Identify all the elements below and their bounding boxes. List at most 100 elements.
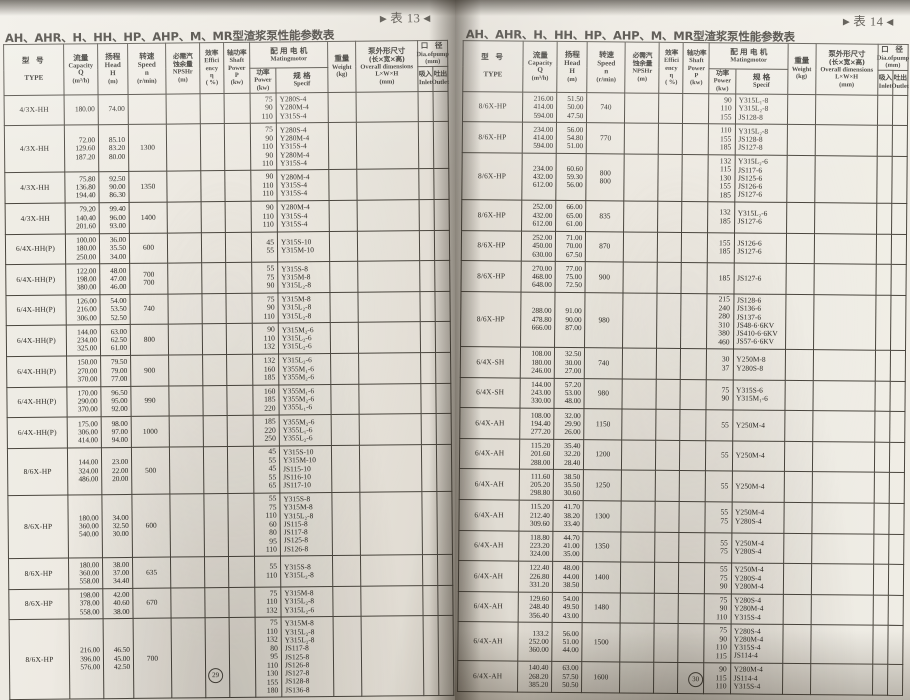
table-row[interactable]: 4/3X-HH 180.00 74.00 75 90 110 Y280S-4 Y280M-4 Y… <box>4 91 449 127</box>
cell-efficiency <box>203 493 229 557</box>
left-table-label: ▶ 表 13 ◀ <box>379 11 431 26</box>
cell-speed: 700 700 <box>129 263 168 295</box>
table-row[interactable]: 6/4X-SH 144.00 243.00 330.00 57.20 53.00 48.00… <box>459 377 906 412</box>
table-row[interactable]: 6/4X-HH(P) 170.00 290.00 370.00 96.50 95.00 92… <box>6 382 452 418</box>
th-npshr: 必需汽 蚀余量 NPSHr (m) <box>625 41 660 94</box>
table-row[interactable]: 4/3X-HH 79.20 140.40 201.60 99.40 96.00 93.00 1… <box>5 199 450 235</box>
table-row[interactable]: 6/4X-AH 111.60 205.20 298.80 38.50 35.50 30.60… <box>459 468 905 504</box>
cell-head: 98.00 97.00 94.00 <box>101 416 132 448</box>
cell-shaft-power <box>227 445 254 494</box>
cell-head: 63.00 62.50 61.00 <box>100 324 131 356</box>
table-row[interactable]: 6/4X-HH(P) 126.00 216.00 306.00 54.00 53.50 52… <box>5 291 451 326</box>
cell-speed: 740 <box>586 92 626 124</box>
cell-speed: 1350 <box>582 531 622 563</box>
cell-head: 48.00 44.00 38.50 <box>552 561 583 593</box>
cell-motor-power: 90 110 110 <box>250 170 278 202</box>
cell-shaft-power <box>227 415 254 447</box>
table-row[interactable]: 6/4X-AH 118.80 223.20 324.00 44.70 41.00 35.00… <box>458 530 904 565</box>
cell-outlet <box>888 503 905 534</box>
cell-inlet <box>875 350 891 381</box>
table-row[interactable]: 8/6X-HP 252.00 432.00 612.00 66.00 65.00 61.00… <box>461 199 907 235</box>
cell-inlet <box>421 444 437 492</box>
cell-dimensions <box>357 260 420 293</box>
cell-shaft-power <box>679 531 706 563</box>
table-row[interactable]: 6/4X-HH(P) 144.00 234.00 325.00 63.00 62.50 61… <box>6 321 451 357</box>
th-overall-dimensions: 泵外形尺寸 (长×宽×高) Overall dimensions L×W×H (… <box>815 43 879 95</box>
cell-motor-power: 90 110 110 <box>251 201 278 232</box>
table-row[interactable]: 8/6X-HP 270.00 468.00 648.00 77.00 75.00 72.50… <box>461 260 907 296</box>
cell-motor-spec: Y315L₂-6 Y355M₁-6 Y355M₂-6 <box>278 353 331 385</box>
cell-weight <box>787 94 816 126</box>
table-row[interactable]: 6/4X-AH 115.20 212.40 309.60 41.70 38.20 33.40… <box>458 499 905 534</box>
cell-inlet <box>873 564 889 596</box>
cell-weight <box>332 585 362 617</box>
table-row[interactable]: 8/6X-HP 198.00 378.00 558.00 42.00 40.60 38.00… <box>8 585 454 620</box>
table-row[interactable]: 4/3X-HH 72.00 129.60 187.20 85.10 83.20 80.00 1… <box>4 121 449 174</box>
cell-speed: 990 <box>130 385 170 417</box>
cell-speed <box>128 93 167 125</box>
cell-shaft-power <box>225 293 253 324</box>
cell-npshr <box>166 171 202 203</box>
th-capacity: 流量 Capacity Q (m³/h) <box>522 41 558 93</box>
cell-head: 35.40 32.20 28.40 <box>553 439 584 470</box>
table-row[interactable]: 8/6X-HP 216.00 414.00 594.00 51.50 50.00 47.50… <box>462 91 908 126</box>
table-row[interactable]: 4/3X-HH 75.80 136.80 194.40 92.50 90.00 86.30 1… <box>4 168 450 204</box>
cell-npshr <box>167 201 202 233</box>
table-row[interactable]: 6/4X-HH(P) 122.00 198.00 380.00 48.00 47.00 46… <box>5 260 450 296</box>
cell-motor-power: 215 240 280 310 380 460 <box>706 293 734 349</box>
cell-capacity: 198.00 378.00 558.00 <box>68 588 104 620</box>
table-row[interactable]: 8/6X-HP 180.00 360.00 558.00 38.00 37.00 34.40… <box>8 554 453 590</box>
cell-shaft-power <box>224 93 251 124</box>
cell-shaft-power <box>225 262 252 294</box>
cell-capacity: 144.00 234.00 325.00 <box>66 325 101 356</box>
cell-head: 38.00 37.00 34.40 <box>102 557 133 589</box>
cell-dimensions <box>813 233 877 265</box>
table-row[interactable]: 6/4X-SH 108.00 180.00 246.00 32.50 30.00 27.00… <box>460 346 906 381</box>
cell-npshr <box>167 262 202 294</box>
right-table-header: 型 号 TYPE 流量 Capacity Q (m³/h) 扬程 Head H … <box>462 40 909 96</box>
cell-type: 6/4X-HH(P) <box>6 355 67 388</box>
cell-weight <box>782 663 811 695</box>
table-row[interactable]: 8/6X-HP 144.00 324.00 486.00 23.00 22.00 20.00… <box>7 444 452 496</box>
cell-motor-power: 155 185 <box>707 232 735 264</box>
cell-outlet <box>891 156 908 204</box>
table-row[interactable]: 8/6X-HP 234.00 414.00 594.00 56.00 54.80 51.00… <box>462 121 908 157</box>
table-row[interactable]: 6/4X-AH 115.20 201.60 288.00 35.40 32.20 28.40… <box>459 438 905 473</box>
cell-npshr <box>166 93 201 125</box>
cell-motor-power: 55 75 90 <box>251 262 278 294</box>
table-row[interactable]: 6/4X-AH 129.60 248.40 356.40 54.00 49.50 43.00… <box>458 591 904 626</box>
cell-motor-power: 55 75 <box>705 501 732 533</box>
cell-motor-power: 45 55 <box>251 231 278 263</box>
cell-capacity: 175.00 306.00 414.00 <box>67 416 102 448</box>
cell-type: 6/4X-AH <box>458 560 519 592</box>
cell-weight <box>330 353 359 385</box>
cell-weight <box>329 230 358 262</box>
cell-speed: 870 <box>585 231 624 263</box>
cell-outlet <box>889 442 905 473</box>
table-row[interactable]: 6/4X-AH 122.40 226.80 331.20 48.00 44.00 38.50… <box>458 560 904 596</box>
cell-shaft-power <box>682 93 710 125</box>
cell-capacity: 108.00 194.40 277.20 <box>519 408 555 440</box>
table-row[interactable]: 6/4X-HH(P) 100.00 180.00 250.00 36.00 35.50 34… <box>5 229 450 265</box>
cell-outlet <box>889 472 905 504</box>
cell-outlet <box>436 444 452 492</box>
table-row[interactable]: 6/4X-AH 108.00 194.40 277.20 32.00 29.90 26.00… <box>459 407 905 443</box>
cell-shaft-power <box>679 470 706 502</box>
table-row[interactable]: 6/4X-AH 140.40 268.20 385.20 63.00 57.50 50.50… <box>457 660 903 696</box>
cell-type: 8/6X-HP <box>461 199 522 231</box>
table-row[interactable]: 6/4X-HH(P) 150.00 270.00 370.00 79.50 79.00 77… <box>6 352 451 388</box>
cell-capacity: 150.00 270.00 370.00 <box>66 355 101 387</box>
cell-capacity: 111.60 205.20 298.80 <box>519 469 554 501</box>
table-row[interactable]: 8/6X-HP 216.00 396.00 576.00 46.50 45.00 42.50… <box>9 615 454 700</box>
table-row[interactable]: 8/6X-HP 234.00 432.00 612.00 60.60 59.30 56.00… <box>461 152 908 204</box>
table-row[interactable]: 6/4X-AH 133.2 252.00 360.00 56.00 51.00 44.00 1… <box>457 621 904 665</box>
cell-npshr <box>168 354 203 386</box>
table-row[interactable]: 6/4X-HH(P) 175.00 306.00 414.00 98.00 97.00 94… <box>7 413 452 449</box>
table-row[interactable]: 8/6X-HP 288.00 478.80 666.00 91.00 90.00 87.00… <box>460 291 906 351</box>
table-row[interactable]: 8/6X-HP 180.00 360.00 540.00 34.00 32.50 30.00… <box>7 491 453 559</box>
table-row[interactable]: 8/6X-HP 252.00 450.00 630.00 71.00 70.00 67.50… <box>461 230 907 265</box>
cell-efficiency <box>204 587 230 619</box>
cell-efficiency <box>200 123 225 172</box>
cell-type: 8/6X-HP <box>462 91 523 123</box>
cell-npshr <box>623 262 658 294</box>
